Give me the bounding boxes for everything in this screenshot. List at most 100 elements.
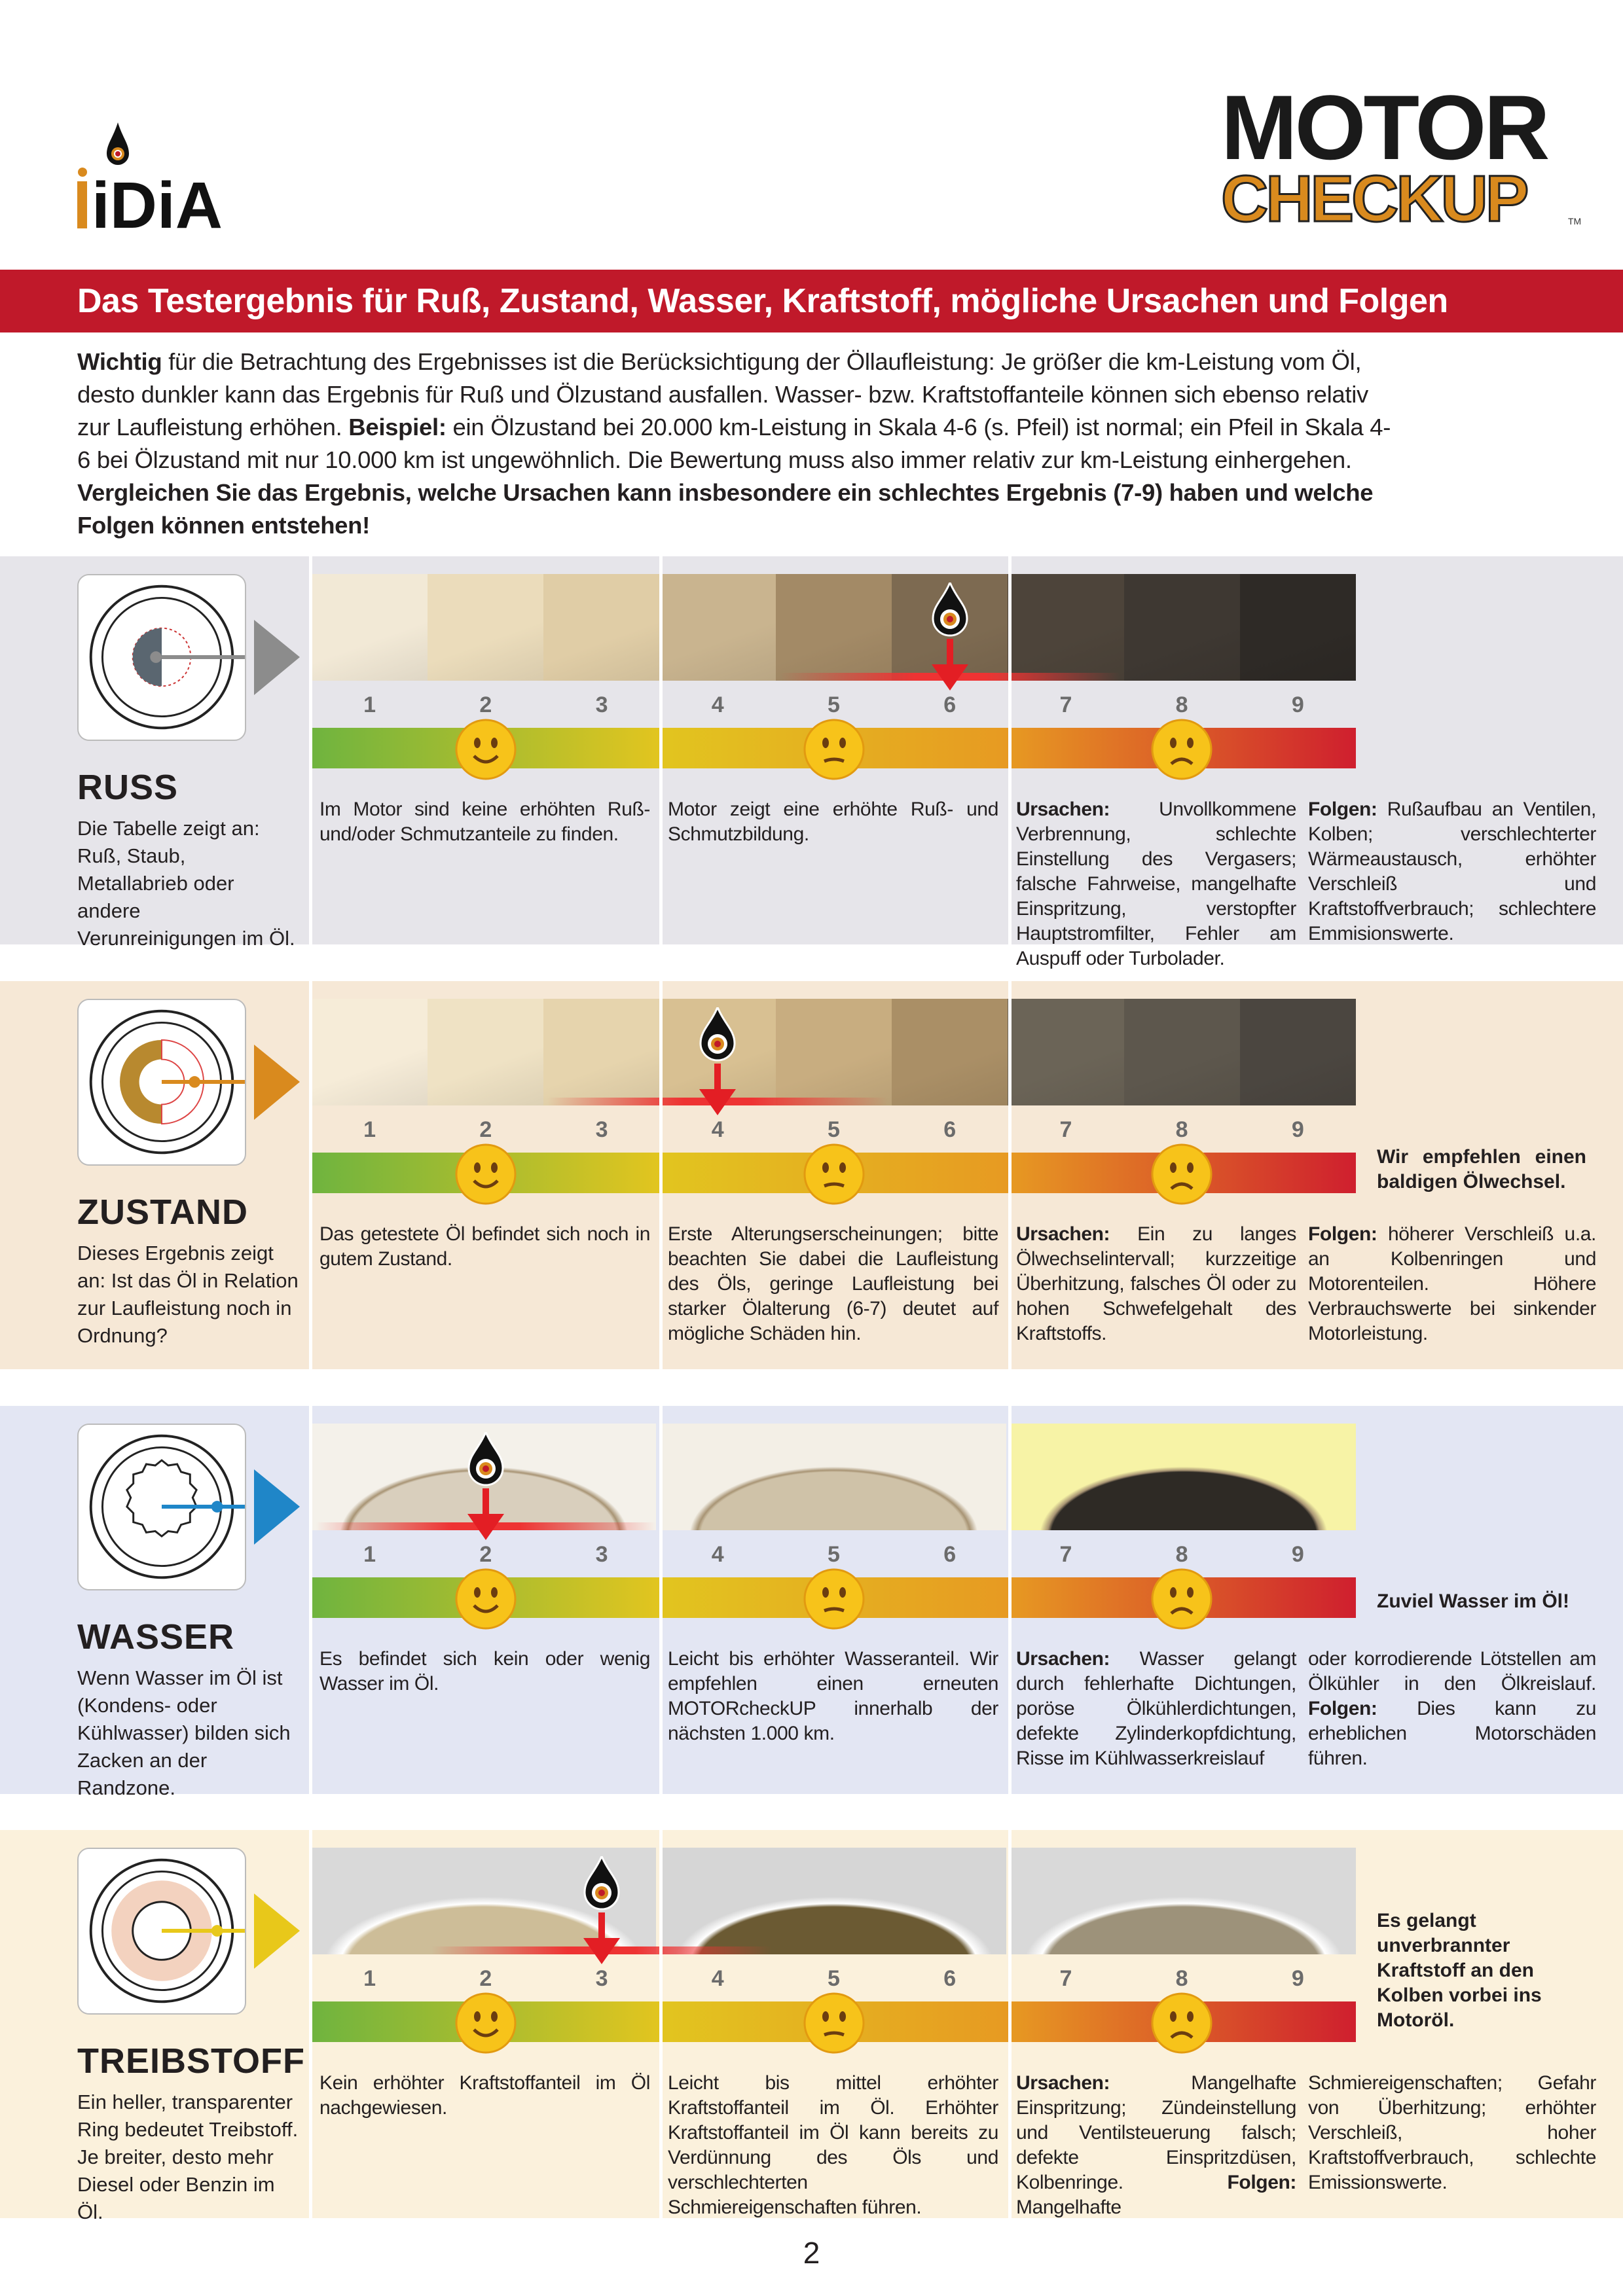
russ-scale-numbers: 1 2 3 4 5 6 7 8 9 xyxy=(312,692,1356,722)
section-zustand: 1 2 3 4 5 6 7 8 9 ZUSTAND Dieses Ergebnis zeigt an… xyxy=(0,981,1623,1369)
column-label: Ursachen: xyxy=(1016,2072,1110,2094)
wasser-column-1: Es befindet sich kein oder wenig Wasser … xyxy=(319,1647,650,1696)
sample-cell xyxy=(428,574,544,681)
scale-number: 8 xyxy=(1175,692,1188,717)
treibstoff-diagram-icon xyxy=(77,1848,246,2015)
scale-number: 4 xyxy=(711,1117,724,1142)
treibstoff-arrow-icon xyxy=(254,1893,300,1969)
happy-face-icon xyxy=(455,1568,517,1630)
idia-logo-text: iDiA xyxy=(92,169,223,229)
intro-bold-text: Beispiel: xyxy=(348,414,447,440)
page-number: 2 xyxy=(803,2236,820,2270)
column-divider xyxy=(309,556,312,944)
column-divider xyxy=(659,1406,663,1794)
zustand-description: Dieses Ergebnis zeigt an: Ist das Öl in … xyxy=(77,1242,299,1347)
intro-text: ein Ölzustand bei 20.000 km-Leistung in … xyxy=(77,414,1391,473)
scale-number: 6 xyxy=(943,692,957,717)
wasser-result-marker-icon xyxy=(460,1429,512,1543)
wasser-title: WASSER xyxy=(77,1617,235,1657)
wasser-note: Zuviel Wasser im Öl! xyxy=(1377,1590,1569,1612)
column-text: Ein zu langes Ölwechselintervall; kurzze… xyxy=(1016,1223,1296,1344)
column-divider xyxy=(659,556,663,944)
treibstoff-column-1: Kein erhöhter Kraftstoffanteil im Öl nac… xyxy=(319,2071,650,2121)
column-text: Dies kann zu erheblichen Motorschäden fü… xyxy=(1308,1698,1596,1769)
trademark: TM xyxy=(1568,216,1581,226)
treibstoff-result-marker-icon xyxy=(575,1853,628,1967)
scale-number: 3 xyxy=(595,1542,608,1567)
column-divider xyxy=(1008,1830,1012,2218)
column-text: Wasser gelangt durch fehlerhafte Dichtun… xyxy=(1016,1648,1296,1769)
logo-motor-text: MOTOR xyxy=(1221,77,1548,179)
scale-number: 2 xyxy=(479,1542,492,1567)
idia-logo: iDiA xyxy=(77,122,223,229)
zustand-result-marker-icon xyxy=(691,1004,744,1119)
sample-image xyxy=(661,1848,1006,1954)
intro-bold-text: Wichtig xyxy=(77,348,162,375)
neutral-face-icon xyxy=(803,1143,864,1205)
intro-text: für die Betrachtung des Ergebnisses ist … xyxy=(77,348,1369,440)
intro-bold-text: Vergleichen Sie das Ergebnis, welche Urs… xyxy=(77,479,1374,539)
column-divider xyxy=(1008,556,1012,944)
russ-title: RUSS xyxy=(77,768,179,807)
wasser-scale-numbers: 1 2 3 4 5 6 7 8 9 xyxy=(312,1542,1356,1571)
scale-number: 5 xyxy=(828,692,840,717)
russ-sample-images xyxy=(312,574,1356,681)
wasser-arrow-icon xyxy=(254,1469,300,1545)
sad-face-icon xyxy=(1151,1992,1213,2054)
sample-cell xyxy=(543,574,660,681)
column-divider xyxy=(659,1830,663,2218)
column-text: höherer Verschleiß u.a. an Kolbenringen … xyxy=(1308,1223,1596,1344)
neutral-face-icon xyxy=(803,1992,864,2054)
scale-number: 5 xyxy=(828,1542,840,1567)
scale-number: 9 xyxy=(1291,1542,1304,1567)
column-text: Mangelhafte xyxy=(1016,2197,1122,2218)
russ-arrow-icon xyxy=(254,620,300,695)
column-text: Rußaufbau an Ventilen, Kolben; verschlec… xyxy=(1308,798,1596,944)
column-text: Es befindet sich kein oder wenig Wasser … xyxy=(319,1648,650,1695)
scale-number: 5 xyxy=(828,1117,840,1142)
zustand-column-1: Das getestete Öl befindet sich noch in g… xyxy=(319,1222,650,1272)
sample-cell xyxy=(428,999,544,1105)
scale-number: 1 xyxy=(363,1966,376,1991)
column-text: Das getestete Öl befindet sich noch in g… xyxy=(319,1223,650,1270)
sample-cell xyxy=(659,574,776,681)
scale-number: 2 xyxy=(479,692,492,717)
column-divider xyxy=(1008,981,1012,1369)
column-text: oder korrodierende Lötstellen am Ölkühle… xyxy=(1308,1648,1596,1695)
wasser-column-3: Ursachen: Wasser gelangt durch fehlerhaf… xyxy=(1016,1647,1296,1771)
sample-cell xyxy=(1008,999,1124,1105)
section-russ: 1 2 3 4 5 6 7 8 9 RUSS Die Tabelle zeigt an: Ruß, … xyxy=(0,556,1623,969)
sample-cell xyxy=(892,999,1008,1105)
russ-column-3: Ursachen: Unvollkommene Verbrennung, sch… xyxy=(1016,797,1296,971)
column-text: Motor zeigt eine erhöhte Ruß- und Schmut… xyxy=(668,798,998,845)
column-divider xyxy=(309,1406,312,1794)
wasser-description: Wenn Wasser im Öl ist (Kondens- oder Küh… xyxy=(77,1666,291,1799)
treibstoff-scale-numbers: 1 2 3 4 5 6 7 8 9 xyxy=(312,1966,1356,1996)
sad-face-icon xyxy=(1151,719,1213,780)
zustand-column-3: Ursachen: Ein zu langes Ölwechselinterva… xyxy=(1016,1222,1296,1346)
page-title: Das Testergebnis für Ruß, Zustand, Wasse… xyxy=(77,282,1448,320)
sample-cell xyxy=(312,574,428,681)
zustand-sample-images xyxy=(312,999,1356,1105)
title-band: Das Testergebnis für Ruß, Zustand, Wasse… xyxy=(0,270,1623,332)
sample-cell xyxy=(543,999,660,1105)
treibstoff-description: Ein heller, transparenter Ring bedeutet … xyxy=(77,2090,299,2223)
sad-face-icon xyxy=(1151,1143,1213,1205)
scale-number: 7 xyxy=(1059,1542,1072,1567)
section-treibstoff: 1 2 3 4 5 6 7 8 9 TREIBSTOFF Ein heller, transpare… xyxy=(0,1830,1623,2223)
scale-number: 8 xyxy=(1175,1117,1188,1142)
column-text: Mangelhafte Einspritzung; Zündeinstellun… xyxy=(1016,2072,1296,2193)
happy-face-icon xyxy=(455,719,517,780)
sample-cell xyxy=(1008,574,1124,681)
column-label: Folgen: xyxy=(1308,798,1377,820)
sample-cell xyxy=(775,999,892,1105)
zustand-diagram-icon xyxy=(77,999,246,1166)
scale-number: 4 xyxy=(711,1966,724,1991)
column-label: Ursachen: xyxy=(1016,1223,1110,1245)
column-text: Erste Alterungserscheinungen; bitte beac… xyxy=(668,1223,998,1344)
scale-number: 1 xyxy=(363,1542,376,1567)
scale-number: 1 xyxy=(363,1117,376,1142)
column-text: Leicht bis erhöhter Wasseranteil. Wir em… xyxy=(668,1648,998,1744)
zustand-column-4: Folgen: höherer Verschleiß u.a. an Kolbe… xyxy=(1308,1222,1596,1346)
treibstoff-column-3: Ursachen: Mangelhafte Einspritzung; Zünd… xyxy=(1016,2071,1296,2220)
